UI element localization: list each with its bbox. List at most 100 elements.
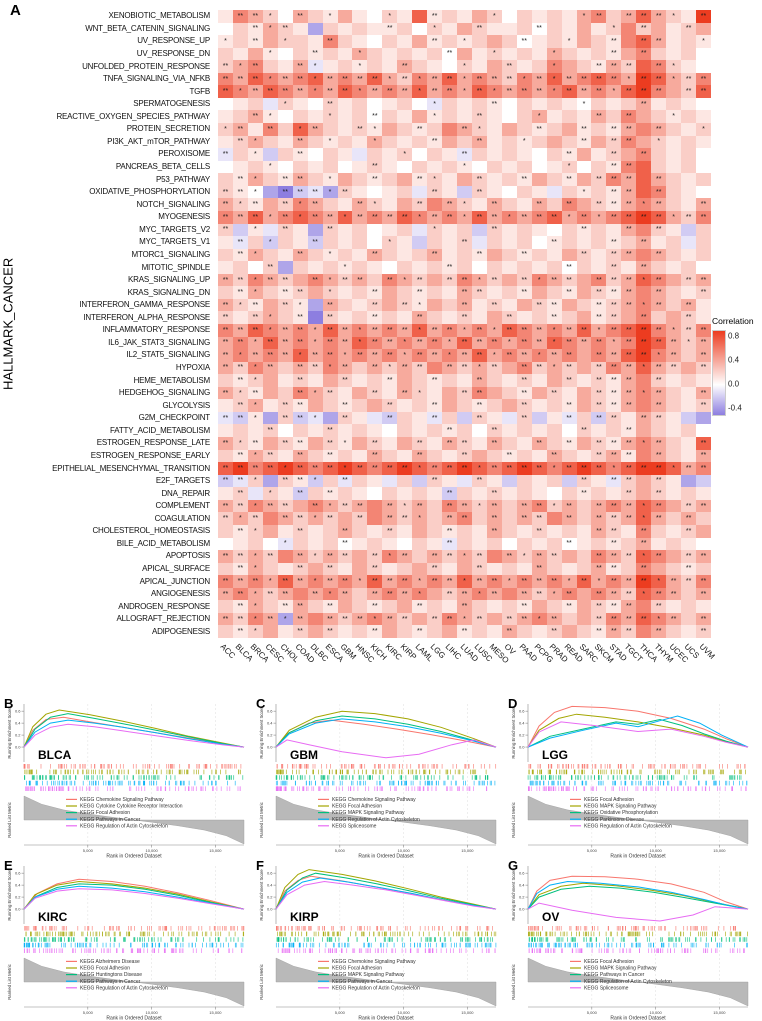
- gsea-rank-y-label: Ranked List Metric: [7, 963, 12, 999]
- heatmap-cell: [307, 261, 323, 274]
- heatmap-cell: **: [471, 135, 487, 149]
- heatmap-cell: *: [546, 85, 562, 98]
- heatmap-cell: [382, 160, 398, 174]
- heatmap-cell: *: [606, 462, 622, 475]
- heatmap-cell: **: [621, 223, 637, 237]
- heatmap-cell: [681, 135, 697, 149]
- heatmap-cell: **: [636, 72, 652, 86]
- heatmap-cell: *: [636, 499, 652, 513]
- heatmap-cell: [442, 286, 458, 299]
- heatmap-cell: [681, 185, 697, 199]
- heatmap-cell: **: [277, 273, 293, 287]
- heatmap-cell: [531, 286, 547, 299]
- heatmap-cell: [666, 374, 682, 387]
- heatmap-cell: [382, 625, 398, 638]
- heatmap-cell: *: [666, 60, 682, 73]
- heatmap-cell: *: [277, 97, 293, 111]
- heatmap-cell: **: [651, 411, 667, 425]
- heatmap-cell: **: [606, 587, 622, 601]
- heatmap-cell: [367, 474, 383, 488]
- heatmap-cell: [412, 135, 428, 149]
- heatmap-cell: **: [606, 512, 622, 525]
- es-curve: [527, 713, 749, 748]
- heatmap-cell: [337, 47, 353, 61]
- heatmap-cell: [501, 35, 517, 48]
- heatmap-cell: [681, 97, 697, 111]
- heatmap-cell: **: [531, 437, 547, 450]
- es-curve: [275, 718, 497, 748]
- heatmap-cell: [457, 537, 472, 551]
- heatmap-cell: [531, 474, 547, 488]
- heatmap-cell: **: [486, 223, 502, 237]
- heatmap-cell: **: [531, 499, 547, 513]
- heatmap-cell: *: [606, 85, 622, 98]
- heatmap-cell: **: [277, 210, 293, 224]
- heatmap-cell: **: [696, 399, 711, 412]
- heatmap-cell: **: [696, 349, 711, 362]
- heatmap-cell: [427, 298, 443, 312]
- heatmap-cell: **: [576, 336, 592, 350]
- heatmap-cell: **: [561, 374, 577, 387]
- heatmap-cell: [516, 449, 532, 463]
- heatmap-cell: **: [337, 374, 353, 387]
- heatmap-cell: [412, 160, 428, 174]
- heatmap-cell: **: [636, 524, 652, 538]
- heatmap-cell: [486, 311, 502, 324]
- heatmap-cell: **: [501, 550, 517, 563]
- heatmap-cell: [471, 35, 487, 48]
- heatmap-cell: [501, 110, 517, 124]
- heatmap-cell: **: [232, 336, 248, 350]
- heatmap-cell: [292, 47, 308, 61]
- heatmap-cell: [486, 261, 502, 274]
- heatmap-cell: **: [382, 587, 398, 601]
- heatmap-cell: *: [292, 198, 308, 211]
- heatmap-cell: [397, 474, 413, 488]
- heatmap-cell: **: [247, 349, 263, 362]
- heatmap-cell: **: [352, 198, 368, 211]
- heatmap-cell: [636, 474, 652, 488]
- heatmap-cell: [576, 587, 592, 601]
- heatmap-cell: **: [232, 562, 248, 576]
- heatmap-cell: **: [232, 361, 248, 375]
- heatmap-cell: [277, 487, 293, 500]
- heatmap-cell: **: [262, 587, 278, 601]
- heatmap-cell: [696, 562, 711, 576]
- heatmap-cell: [397, 173, 413, 186]
- heatmap-cell: [576, 286, 592, 299]
- heatmap-cell: *: [337, 349, 353, 362]
- heatmap-cell: [382, 562, 398, 576]
- heatmap-cell: **: [232, 399, 248, 412]
- heatmap-cell: **: [666, 612, 682, 626]
- heatmap-cell: [292, 223, 308, 237]
- heatmap-cell: **: [606, 286, 622, 299]
- heatmap-cell: **: [337, 85, 353, 98]
- heatmap-cell: [501, 600, 517, 613]
- heatmap-cell: **: [621, 286, 637, 299]
- heatmap-cell: [397, 198, 413, 211]
- heatmap-cell: **: [322, 324, 338, 337]
- heatmap-row-label: HYPOXIA: [175, 363, 210, 373]
- heatmap-cell: [262, 374, 278, 387]
- heatmap-cell: [681, 449, 697, 463]
- heatmap-cell: *: [277, 537, 293, 551]
- heatmap-cell: [427, 499, 443, 513]
- heatmap-cell: [352, 424, 368, 438]
- heatmap-row-label: UV_RESPONSE_UP: [137, 36, 210, 46]
- heatmap-cell: **: [337, 185, 353, 199]
- heatmap-cell: [501, 97, 517, 111]
- heatmap-cell: [337, 286, 353, 299]
- heatmap-cell: *: [576, 10, 592, 23]
- heatmap-cell: **: [262, 123, 278, 136]
- heatmap-cell: [397, 562, 413, 576]
- heatmap-cell: *: [292, 210, 308, 224]
- heatmap-cell: **: [486, 587, 502, 601]
- heatmap-cell: **: [651, 462, 667, 475]
- heatmap-cell: *: [292, 123, 308, 136]
- heatmap-row-label: APICAL_SURFACE: [142, 564, 210, 574]
- heatmap-cell: **: [442, 537, 458, 551]
- heatmap-cell: **: [262, 336, 278, 350]
- heatmap-cell: **: [292, 562, 308, 576]
- heatmap-cell: *: [561, 35, 577, 48]
- heatmap-cell: *: [322, 361, 338, 375]
- heatmap-cell: [427, 148, 443, 161]
